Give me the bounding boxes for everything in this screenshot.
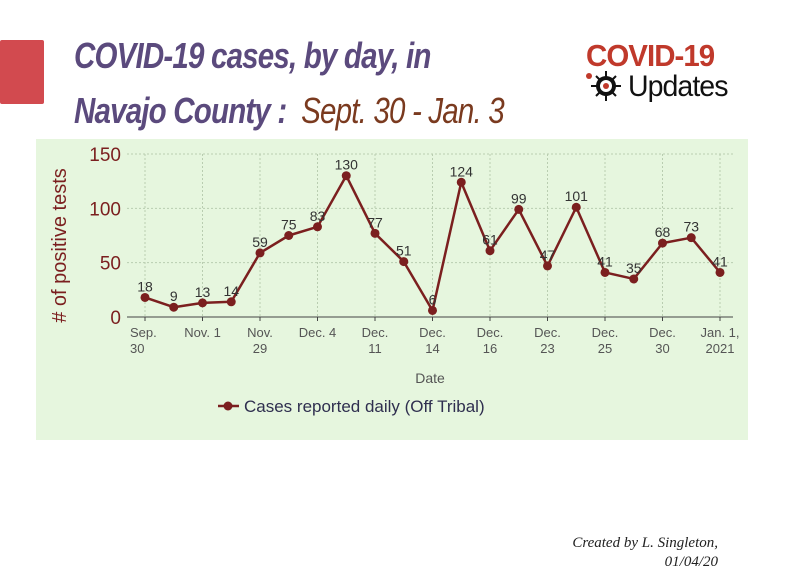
- x-tick-label: 2021: [706, 341, 735, 356]
- x-tick-label: Dec.: [477, 325, 504, 340]
- credit-line2: 01/04/20: [664, 554, 718, 570]
- x-tick-label: 29: [253, 341, 267, 356]
- y-axis-title: # of positive tests: [49, 168, 71, 323]
- data-point: [255, 248, 265, 258]
- x-tick-label: Dec. 4: [299, 325, 337, 340]
- data-label: 130: [335, 157, 359, 173]
- x-tick-label: Dec.: [362, 325, 389, 340]
- data-label: 61: [482, 232, 498, 248]
- data-point: [370, 228, 380, 238]
- data-label: 124: [450, 163, 474, 179]
- x-tick-label: 11: [368, 341, 382, 356]
- x-tick-label: 14: [425, 341, 439, 356]
- x-tick-label: Nov. 1: [184, 325, 221, 340]
- data-point: [198, 298, 207, 308]
- title-text-line2: Navajo County :: [74, 90, 287, 131]
- y-tick-label: 50: [100, 254, 121, 275]
- x-tick-label: 30: [655, 341, 669, 356]
- data-label: 41: [712, 253, 728, 269]
- y-tick-label: 150: [89, 145, 121, 166]
- data-label: 35: [626, 260, 642, 276]
- credit-note: Created by L. Singleton, 01/04/20: [572, 534, 718, 572]
- data-point: [485, 246, 495, 256]
- data-label: 47: [540, 247, 556, 263]
- x-tick-label: Dec.: [592, 325, 619, 340]
- data-point: [629, 274, 639, 284]
- data-label: 83: [310, 208, 326, 224]
- data-label: 68: [655, 224, 671, 240]
- data-point: [600, 267, 610, 277]
- data-label: 101: [565, 188, 589, 204]
- data-label: 13: [195, 284, 211, 300]
- accent-bar: [0, 40, 44, 104]
- data-point: [226, 297, 236, 307]
- data-label: 41: [597, 253, 613, 269]
- data-point: [514, 204, 524, 214]
- virus-icon: [586, 71, 621, 101]
- title-text-line1: COVID-19 cases, by day, in: [74, 35, 431, 76]
- data-point: [140, 292, 150, 302]
- data-label: 75: [281, 217, 297, 233]
- chart-title-line2: Navajo County : Sept. 30 - Jan. 3: [74, 90, 505, 132]
- data-label: 18: [137, 278, 153, 294]
- x-tick-label: Jan. 1,: [700, 325, 739, 340]
- data-label: 14: [223, 283, 239, 299]
- data-point: [543, 261, 552, 271]
- legend-label: Cases reported daily (Off Tribal): [244, 397, 485, 416]
- x-tick-label: 16: [483, 341, 497, 356]
- covid-updates-logo: COVID-19 Updates: [584, 38, 764, 108]
- x-tick-label: Dec.: [419, 325, 446, 340]
- data-point: [313, 222, 322, 232]
- data-point: [715, 267, 725, 277]
- data-point: [571, 202, 581, 212]
- data-point: [456, 177, 466, 187]
- x-tick-label: 25: [598, 341, 612, 356]
- x-tick-label: 23: [540, 341, 554, 356]
- data-label: 77: [367, 214, 383, 230]
- x-tick-label: Nov.: [247, 325, 273, 340]
- data-point: [284, 231, 294, 240]
- title-date-range: Sept. 30 - Jan. 3: [301, 90, 505, 131]
- data-label: 99: [511, 190, 527, 206]
- legend-marker: [223, 401, 233, 411]
- data-point: [341, 171, 351, 181]
- data-point: [686, 233, 696, 243]
- chart-panel: 0 50 100 150 Sep. 30 Nov. 1 Nov. 29 Dec. 4 Dec. 11 D…: [36, 139, 748, 570]
- credit-line1: Created by L. Singleton,: [572, 535, 718, 551]
- data-label: 73: [683, 219, 699, 235]
- y-tick-label: 0: [110, 308, 121, 329]
- logo-bottom-text: Updates: [628, 70, 728, 103]
- chart-title-line1: COVID-19 cases, by day, in: [74, 35, 431, 77]
- data-label: 9: [170, 288, 178, 304]
- logo-top-text: COVID-19: [586, 38, 715, 73]
- data-label: 6: [429, 291, 437, 307]
- x-tick-label: 30: [130, 341, 144, 356]
- x-tick-label: Dec.: [534, 325, 561, 340]
- data-point: [658, 238, 667, 248]
- data-label: 51: [396, 243, 412, 259]
- x-axis-title: Date: [415, 370, 445, 386]
- data-point: [169, 302, 179, 312]
- data-label: 59: [252, 234, 268, 250]
- x-tick-label: Sep.: [130, 325, 157, 340]
- data-point: [399, 257, 409, 267]
- x-tick-label: Dec.: [649, 325, 676, 340]
- data-point: [428, 305, 437, 315]
- y-tick-label: 100: [89, 199, 121, 220]
